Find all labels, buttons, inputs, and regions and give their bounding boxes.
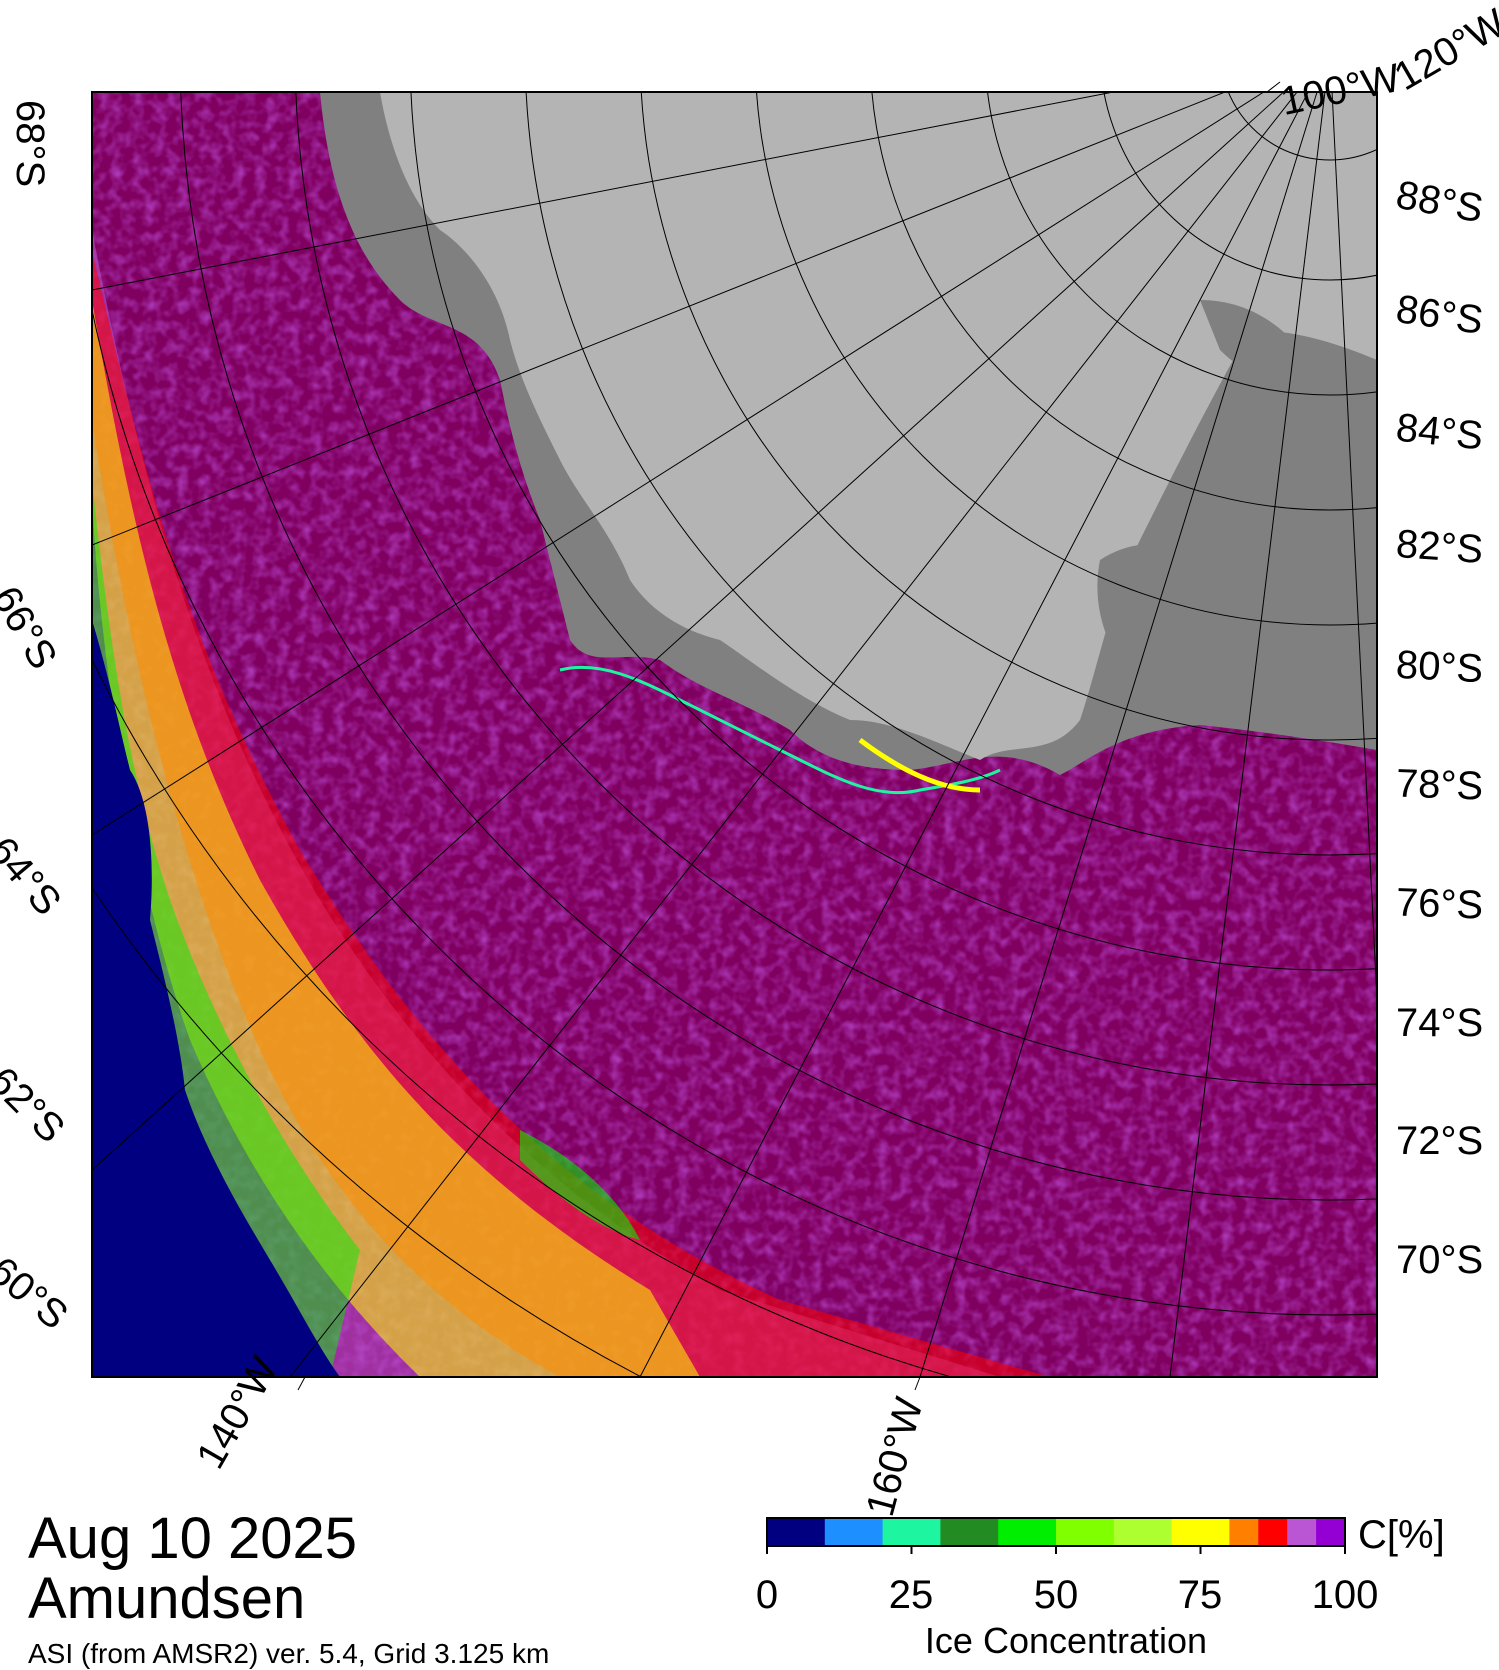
colorbar-tick: 25: [888, 1573, 934, 1617]
colorbar-unit: C[%]: [1358, 1513, 1445, 1557]
lat-label: 68°S: [8, 100, 52, 188]
meridians: [92, 92, 1377, 1377]
lat-label: 82°S: [1394, 522, 1485, 572]
colorbar-tick: 50: [1033, 1573, 1079, 1617]
colorbar-tick: 0: [755, 1573, 779, 1617]
lat-label: 74°S: [1396, 1001, 1484, 1045]
colorbar-swatch: [1056, 1518, 1115, 1546]
colorbar-swatch: [998, 1518, 1057, 1546]
lat-label: 80°S: [1394, 642, 1485, 692]
date-title: Aug 10 2025: [28, 1506, 357, 1571]
colorbar: [766, 1517, 1346, 1554]
colorbar-swatch: [940, 1518, 999, 1546]
parallels: [92, 92, 1377, 1377]
colorbar-swatch: [1113, 1518, 1173, 1546]
colorbar-swatch: [1258, 1518, 1288, 1546]
colorbar-title: Ice Concentration: [924, 1620, 1208, 1661]
colorbar-swatch: [1229, 1518, 1259, 1546]
land: [380, 92, 1377, 760]
map-frame: [91, 91, 1378, 1378]
open-ocean: [92, 620, 340, 1377]
colorbar-swatch: [1287, 1518, 1317, 1546]
region-title: Amundsen: [28, 1566, 306, 1631]
colorbar-tick: 100: [1311, 1573, 1379, 1617]
source-text: ASI (from AMSR2) ver. 5.4, Grid 3.125 km: [28, 1638, 550, 1669]
colorbar-swatch: [1316, 1518, 1346, 1546]
lat-label: 70°S: [1396, 1238, 1484, 1282]
lat-label: 72°S: [1396, 1119, 1484, 1163]
colorbar-swatch: [767, 1518, 826, 1546]
colorbar-swatch: [882, 1518, 941, 1546]
lat-label: 78°S: [1395, 761, 1484, 809]
colorbar-swatch: [824, 1518, 884, 1546]
lat-label: 84°S: [1393, 405, 1486, 459]
colorbar-swatch: [1171, 1518, 1230, 1546]
lat-label: 76°S: [1395, 880, 1484, 928]
colorbar-tick: 75: [1177, 1573, 1223, 1617]
